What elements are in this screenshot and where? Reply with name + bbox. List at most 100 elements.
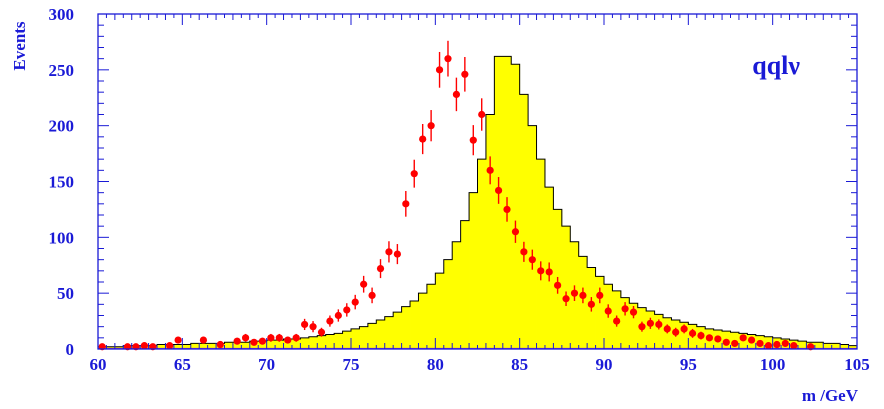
data-point bbox=[258, 337, 267, 345]
data-point bbox=[292, 334, 300, 342]
histogram-bin bbox=[173, 344, 183, 349]
histogram-bin bbox=[334, 333, 343, 349]
data-point bbox=[376, 265, 385, 273]
data-point bbox=[284, 336, 292, 344]
data-point bbox=[579, 291, 587, 299]
data-point bbox=[520, 248, 528, 256]
histogram-bin bbox=[351, 328, 360, 349]
data-point bbox=[402, 200, 410, 208]
histogram-bin bbox=[452, 241, 462, 349]
x-tick-label: 90 bbox=[596, 355, 613, 374]
data-point bbox=[756, 339, 764, 348]
data-point bbox=[562, 295, 570, 303]
x-tick-label: 105 bbox=[844, 355, 870, 374]
histogram-bin bbox=[367, 323, 377, 349]
histogram-bin bbox=[629, 303, 639, 349]
data-point bbox=[537, 267, 545, 275]
data-point bbox=[646, 319, 654, 327]
data-point bbox=[250, 338, 258, 346]
data-point bbox=[199, 336, 208, 344]
data-point bbox=[545, 268, 553, 276]
data-point bbox=[655, 320, 663, 329]
data-point bbox=[478, 110, 486, 119]
data-point bbox=[680, 325, 688, 333]
histogram-bin bbox=[418, 293, 428, 349]
histogram-layer bbox=[97, 55, 858, 350]
histogram-bin bbox=[384, 316, 394, 349]
data-point bbox=[764, 342, 773, 350]
channel-annotation: qqlν bbox=[752, 51, 800, 80]
histogram-bin bbox=[190, 343, 200, 349]
data-point bbox=[587, 300, 595, 308]
data-point bbox=[672, 328, 680, 336]
histogram-bin bbox=[511, 64, 521, 349]
histogram-bin bbox=[275, 340, 284, 349]
histogram-bin bbox=[485, 114, 495, 349]
histogram-bin bbox=[393, 312, 402, 349]
histogram-bin bbox=[528, 125, 537, 350]
data-point bbox=[444, 55, 452, 63]
data-point bbox=[486, 166, 494, 174]
histogram-bin bbox=[561, 226, 571, 349]
histogram-bin bbox=[266, 340, 276, 349]
histogram-bin bbox=[283, 338, 293, 349]
data-point bbox=[511, 228, 520, 236]
histogram-bin bbox=[224, 342, 234, 349]
histogram-bin bbox=[654, 314, 664, 349]
data-point bbox=[166, 342, 174, 350]
histogram-bin bbox=[536, 159, 546, 349]
x-tick-label: 75 bbox=[343, 355, 360, 374]
x-tick-label: 95 bbox=[680, 355, 697, 374]
data-point bbox=[360, 280, 368, 288]
tick-labels-layer: 60 65 70 75 80 85 90 95 100 105 0 50 100 150 200 250 300 bbox=[49, 5, 870, 374]
data-point bbox=[790, 342, 798, 350]
histogram-bin bbox=[359, 326, 369, 349]
data-point bbox=[528, 256, 536, 264]
histogram-bin bbox=[199, 343, 209, 349]
data-point bbox=[267, 334, 275, 342]
histogram-bin bbox=[300, 337, 310, 349]
histogram-bin bbox=[848, 345, 858, 349]
histogram-bin bbox=[308, 336, 318, 349]
data-point bbox=[638, 323, 646, 331]
histogram-bin bbox=[831, 343, 841, 349]
data-point bbox=[174, 336, 182, 344]
data-point bbox=[326, 317, 334, 325]
data-point bbox=[554, 281, 562, 289]
data-point bbox=[714, 335, 722, 343]
data-point bbox=[351, 298, 359, 306]
histogram-bin bbox=[426, 284, 436, 349]
y-tick-label: 200 bbox=[49, 117, 75, 136]
data-point bbox=[233, 337, 241, 345]
x-tick-label: 60 bbox=[90, 355, 107, 374]
data-point bbox=[731, 339, 739, 348]
data-point bbox=[309, 323, 317, 331]
histogram-bin bbox=[325, 334, 335, 349]
histogram-bin bbox=[182, 344, 192, 349]
histogram-bin bbox=[435, 273, 445, 349]
histogram-bin bbox=[595, 276, 605, 349]
data-point bbox=[697, 332, 705, 340]
data-point bbox=[435, 66, 444, 74]
histogram-bin bbox=[823, 343, 833, 349]
histogram-bin bbox=[814, 342, 824, 349]
data-point bbox=[663, 325, 671, 333]
data-point bbox=[343, 306, 351, 314]
data-point bbox=[613, 317, 621, 325]
data-point bbox=[604, 307, 612, 315]
data-point bbox=[427, 122, 435, 130]
y-tick-label: 50 bbox=[57, 284, 74, 303]
data-point bbox=[216, 340, 224, 349]
data-point bbox=[621, 305, 629, 313]
data-point bbox=[317, 328, 326, 336]
data-point bbox=[301, 320, 309, 329]
data-point bbox=[469, 136, 477, 144]
histogram-bin bbox=[317, 335, 327, 349]
y-tick-label: 0 bbox=[66, 340, 75, 359]
y-tick-label: 100 bbox=[49, 228, 75, 247]
histogram-bin bbox=[291, 338, 301, 349]
data-points-layer bbox=[98, 40, 815, 351]
histogram-bin bbox=[469, 192, 478, 349]
y-tick-label: 300 bbox=[49, 5, 75, 24]
